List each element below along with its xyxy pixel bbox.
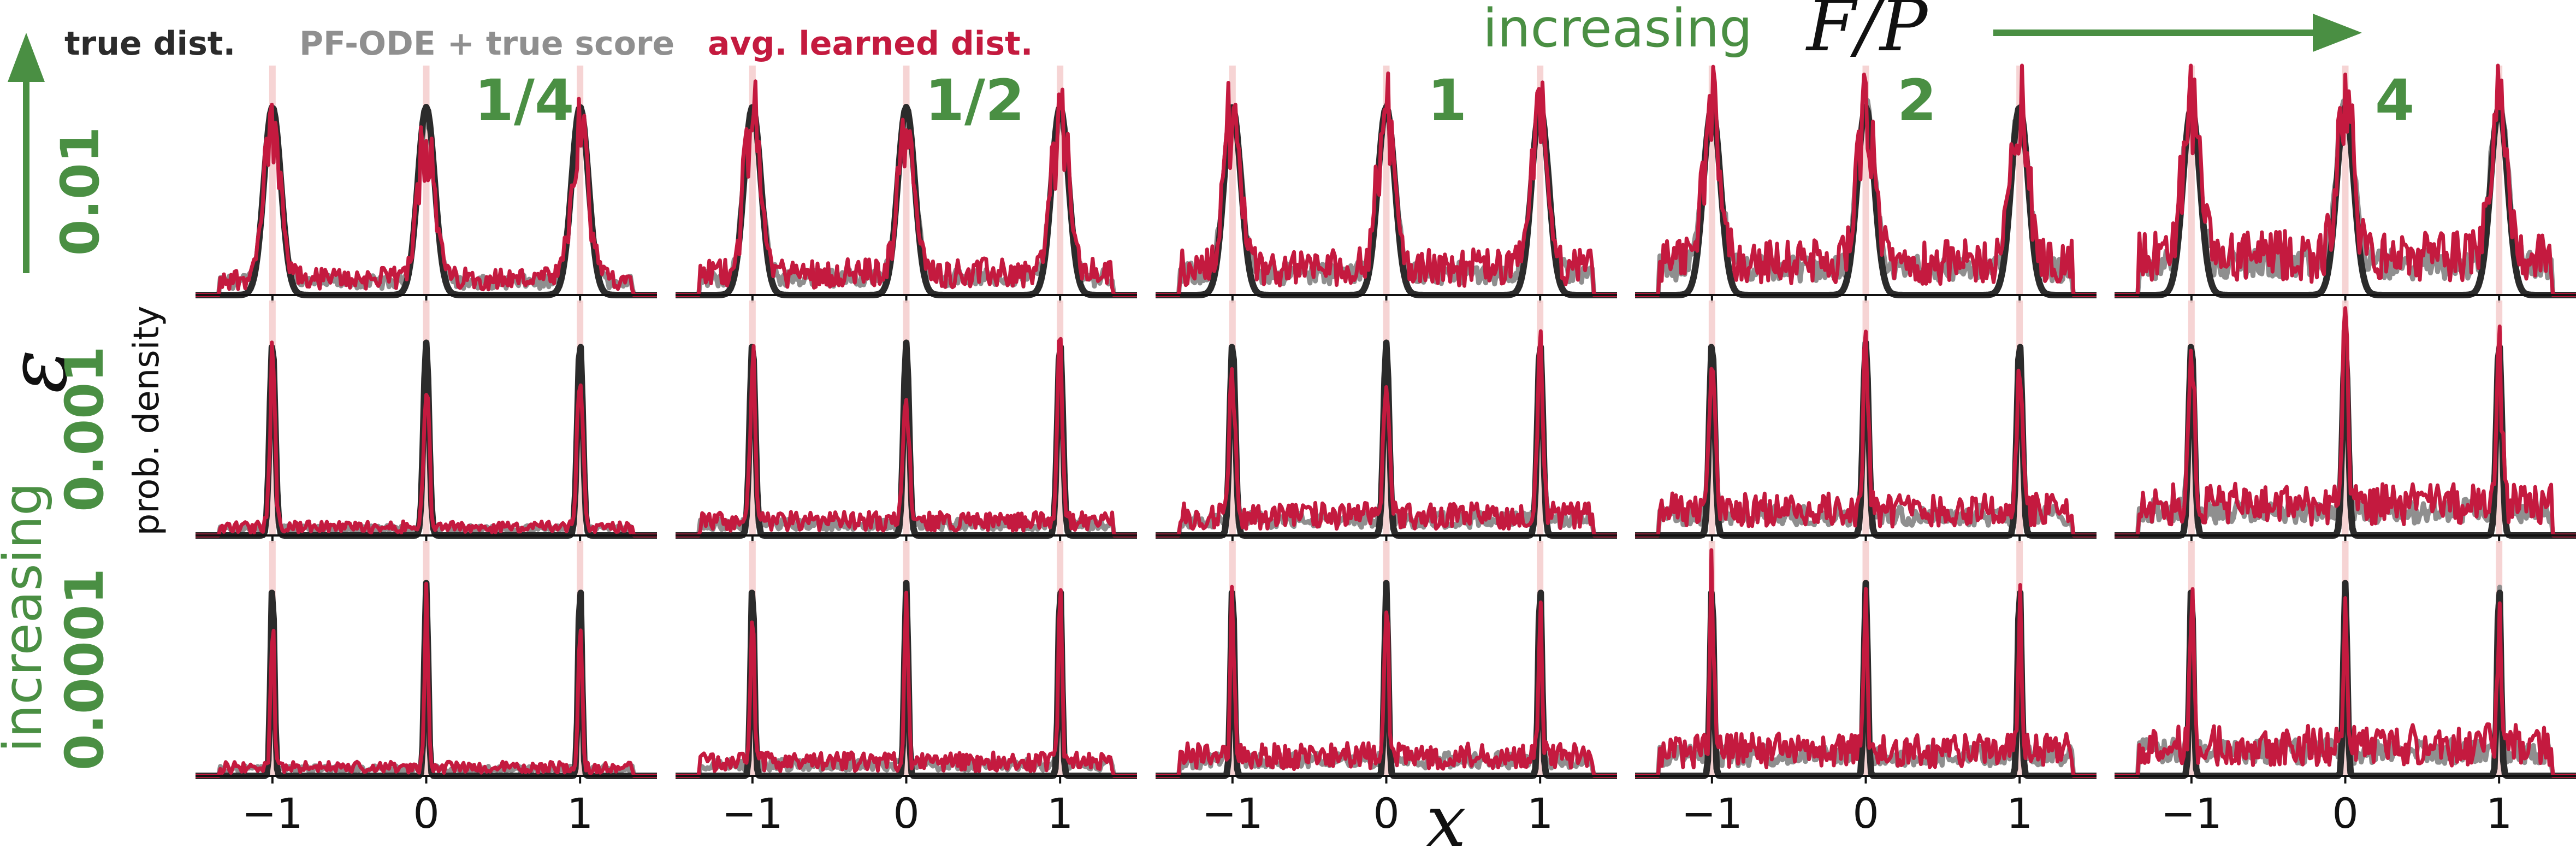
learned-fill-spike: [903, 66, 910, 295]
x-tick-label: −1: [1681, 789, 1743, 838]
legend-avg-learned: avg. learned dist.: [708, 25, 1033, 63]
panel-r2-c3: [1633, 541, 2098, 784]
learned-dist-line: [675, 588, 1138, 778]
learned-dist-line: [675, 79, 1138, 297]
row-labels: 0.01 0.001 0.0001: [50, 127, 115, 771]
ratio-label-1: 1/2: [925, 67, 1025, 134]
ratio-label-3: 2: [1897, 67, 1937, 134]
y-axis-label: prob. density: [127, 306, 167, 536]
panel-r0-c0: 1/4: [194, 66, 659, 303]
ratio-label-0: 1/4: [475, 67, 575, 134]
panel-r1-c4: [2113, 301, 2576, 543]
learned-dist-line: [195, 581, 658, 778]
x-tick-label: −1: [722, 789, 783, 838]
x-tick-label: 1: [1047, 789, 1073, 838]
learned-dist-line: [1635, 548, 2097, 778]
x-tick-label: −1: [242, 789, 303, 838]
epsilon-arrow: [8, 33, 45, 273]
x-tick-label: −1: [2161, 789, 2222, 838]
learned-dist-line: [1635, 329, 2097, 538]
epsilon-label-0: 0.01: [50, 127, 111, 256]
panel-r1-c2: [1154, 301, 1619, 543]
learned-dist-line: [195, 340, 658, 538]
x-tick-label: 1: [1527, 789, 1553, 838]
panels: 1/4 1/2 1 2 4: [194, 63, 2576, 784]
x-ticks: −1 0 1 −1 0 1 −1 0 1 −1 0 1 −1 0 1: [242, 789, 2513, 838]
x-tick-label: 1: [567, 789, 593, 838]
x-tick-label: 0: [893, 789, 919, 838]
panel-r2-c1: [674, 541, 1139, 784]
panel-r1-c1: [674, 301, 1139, 543]
panel-r1-c0: [194, 301, 659, 543]
x-tick-label: 0: [413, 789, 439, 838]
learned-dist-line: [2114, 306, 2576, 538]
legend-true-dist: true dist.: [64, 25, 235, 63]
panel-r2-c4: [2113, 541, 2576, 784]
learned-fill-spike: [269, 66, 276, 295]
panel-r0-c2: 1: [1154, 66, 1619, 303]
learned-dist-line: [675, 337, 1138, 538]
ratio-label-2: 1: [1428, 67, 1467, 134]
side-increasing: increasing: [0, 482, 54, 752]
epsilon-label-2: 0.0001: [54, 568, 115, 770]
x-tick-label: 1: [2006, 789, 2033, 838]
panel-r0-c1: 1/2: [674, 66, 1139, 303]
header-arrow: [1993, 14, 2362, 52]
panel-r2-c2: [1154, 541, 1619, 784]
learned-dist-line: [1155, 71, 1618, 297]
header-fp-symbol: F/P: [1805, 0, 1929, 67]
learned-dist-line: [1155, 329, 1618, 538]
header-increasing: increasing: [1483, 0, 1752, 59]
learned-dist-line: [2114, 63, 2576, 297]
x-tick-label: 0: [2332, 789, 2358, 838]
x-tick-label: −1: [1202, 789, 1263, 838]
epsilon-symbol: ε: [0, 350, 85, 394]
learned-dist-line: [1635, 63, 2097, 297]
x-axis-label: x: [1426, 780, 1466, 854]
x-tick-label: 1: [2486, 789, 2512, 838]
panel-r0-c4: 4: [2113, 63, 2576, 303]
epsilon-label-1: 0.001: [54, 346, 115, 512]
ratio-label-4: 4: [2375, 67, 2414, 134]
panel-r0-c3: 2: [1633, 63, 2098, 303]
learned-dist-line: [2114, 587, 2576, 778]
legend-pf-ode: PF-ODE + true score: [299, 25, 674, 63]
x-tick-label: 0: [1373, 789, 1399, 838]
x-tick-label: 0: [1852, 789, 1879, 838]
learned-dist-line: [195, 97, 658, 297]
panel-r1-c3: [1633, 301, 2098, 543]
panel-r2-c0: [194, 541, 659, 784]
learned-dist-line: [1155, 585, 1618, 778]
